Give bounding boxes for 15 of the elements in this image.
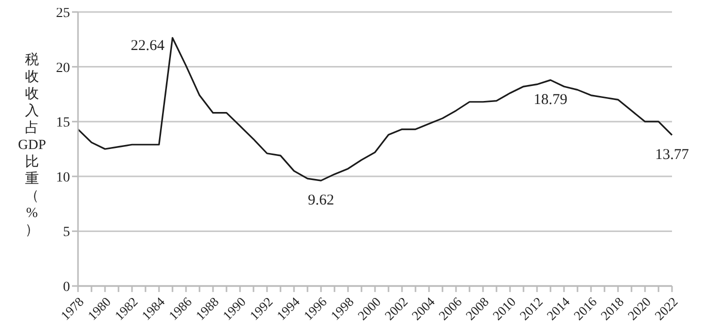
y-tick-label: 5 bbox=[63, 225, 70, 240]
text: 税收收入占GDP比重（%） bbox=[18, 53, 46, 238]
data-label: 22.64 bbox=[130, 38, 165, 54]
data-label: 9.62 bbox=[308, 192, 334, 209]
y-tick-label: 15 bbox=[56, 116, 70, 131]
x-tick-label: 1992 bbox=[246, 294, 276, 324]
y-tick-label: 0 bbox=[63, 280, 70, 295]
data-label: 13.77 bbox=[655, 147, 690, 164]
data-label: 18.79 bbox=[534, 92, 568, 108]
y-tick-label: 10 bbox=[56, 170, 70, 186]
x-tick-label: 1990 bbox=[220, 294, 249, 324]
x-tick-label: 1980 bbox=[84, 294, 114, 324]
y-tick-label: 20 bbox=[56, 60, 70, 76]
x-tick-label: 1982 bbox=[112, 294, 141, 324]
y-tick-label: 25 bbox=[56, 6, 70, 21]
